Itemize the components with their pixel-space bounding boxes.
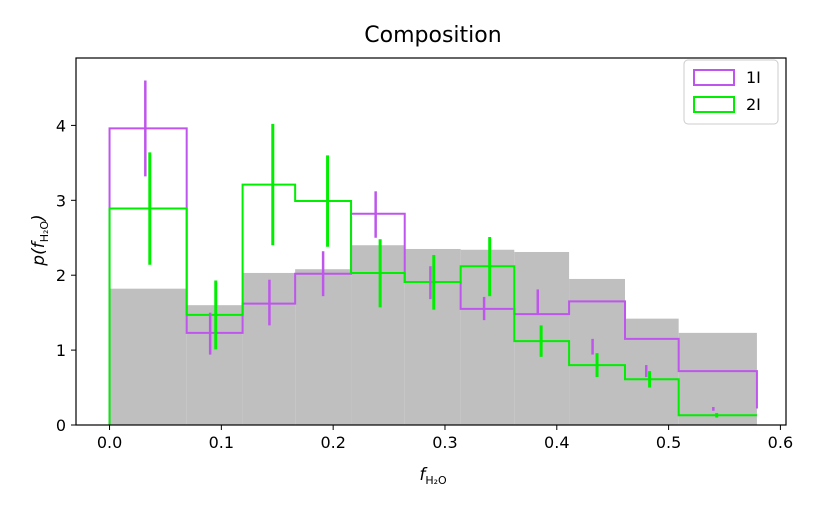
legend-swatch-2i [693, 96, 735, 113]
background-bar [569, 278, 625, 425]
histogram-step-2i [108, 183, 757, 425]
background-bar [351, 245, 405, 425]
background-bar [624, 318, 679, 425]
x-axis: 0.0 0.1 0.2 0.3 0.4 0.5 0.6 [97, 425, 793, 452]
y-axis-label-subscript: H₂O [38, 221, 51, 243]
y-axis-label-suffix: ) [29, 214, 49, 223]
background-bar [460, 249, 515, 425]
x-tick-label: 0.6 [768, 433, 793, 452]
y-tick-label: 4 [56, 116, 66, 135]
plot-area [108, 80, 758, 425]
x-tick-label: 0.3 [432, 433, 457, 452]
legend-label-1i: 1I [746, 68, 761, 87]
x-tick-label: 0.5 [656, 433, 681, 452]
x-axis-label: fH₂O [419, 465, 447, 487]
y-tick-label: 3 [56, 191, 66, 210]
chart-title: Composition [364, 23, 501, 48]
legend-box [683, 59, 779, 125]
legend-label-2i: 2I [746, 95, 761, 114]
x-tick-label: 0.0 [97, 433, 122, 452]
x-axis-label-main: f [419, 465, 428, 485]
y-axis-label: p(fH₂O) [29, 214, 51, 266]
axes-frame [75, 57, 787, 426]
x-tick-label: 0.2 [320, 433, 345, 452]
background-bar [109, 288, 187, 425]
y-tick-label: 2 [56, 266, 66, 285]
y-axis: 0 1 2 3 4 [56, 116, 76, 435]
x-tick-label: 0.1 [209, 433, 234, 452]
legend: 1I 2I [683, 59, 779, 125]
x-axis-label-subscript: H₂O [425, 474, 447, 487]
background-bar [678, 332, 757, 425]
y-axis-label-prefix: p(f [29, 239, 49, 266]
x-tick-label: 0.4 [544, 433, 569, 452]
y-tick-label: 0 [56, 416, 66, 435]
legend-swatch-1i [693, 69, 735, 86]
y-tick-label: 1 [56, 341, 66, 360]
